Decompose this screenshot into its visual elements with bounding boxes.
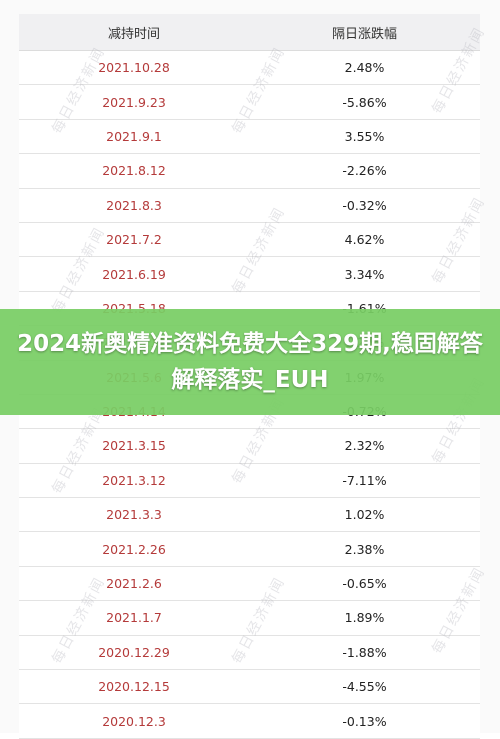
table-row: 2020.12.29 -1.88%	[19, 636, 480, 671]
date-cell: 2020.12.3	[102, 713, 166, 729]
table-header: 减持时间 隔日涨跌幅	[19, 14, 480, 51]
change-cell: 2.48%	[344, 60, 385, 76]
date-cell: 2021.2.6	[106, 576, 162, 592]
table-row: 2021.7.2 4.62%	[19, 223, 480, 258]
date-cell: 2021.6.19	[102, 266, 166, 282]
date-cell: 2021.9.1	[106, 128, 162, 144]
date-cell: 2021.2.26	[102, 541, 166, 557]
column-header-date: 减持时间	[107, 26, 160, 42]
change-cell: 2.38%	[344, 541, 385, 557]
table-row: 2021.2.6 -0.65%	[19, 567, 480, 602]
change-cell: 3.55%	[344, 128, 385, 144]
table-row: 2021.2.26 2.38%	[19, 532, 480, 567]
table-row: 2021.6.19 3.34%	[19, 257, 480, 292]
headline-banner[interactable]: 2024新奥精准资料免费大全329期,稳固解答解释落实_EUH	[0, 309, 500, 415]
table-row: 2021.8.3 -0.32%	[19, 189, 480, 223]
table-row: 2021.8.12 -2.26%	[19, 154, 480, 189]
change-cell: 3.34%	[344, 266, 385, 282]
change-cell: -1.88%	[342, 644, 387, 660]
date-cell: 2021.1.7	[106, 610, 162, 626]
change-cell: -2.26%	[342, 163, 387, 179]
change-cell: 2.32%	[344, 438, 385, 454]
change-cell: 1.89%	[344, 610, 385, 626]
table-row: 2021.3.15 2.32%	[19, 429, 480, 464]
date-cell: 2021.8.3	[106, 197, 162, 213]
date-cell: 2021.10.28	[98, 60, 170, 76]
table-row: 2020.12.15 -4.55%	[19, 670, 480, 705]
date-cell: 2021.9.23	[102, 94, 166, 110]
change-cell: 4.62%	[344, 232, 385, 248]
change-cell: 1.02%	[344, 507, 385, 523]
date-cell: 2021.7.2	[106, 232, 162, 248]
change-cell: -5.86%	[342, 94, 387, 110]
date-cell: 2021.3.3	[106, 507, 162, 523]
date-cell: 2021.8.12	[102, 163, 166, 179]
table-row: 2021.10.28 2.48%	[19, 51, 480, 86]
column-header-change: 隔日涨跌幅	[331, 26, 397, 42]
table-row: 2021.1.7 1.89%	[19, 601, 480, 636]
table-row: 2021.3.12 -7.11%	[19, 464, 480, 499]
table-row: 2021.9.23 -5.86%	[19, 85, 480, 120]
change-cell: -0.65%	[342, 576, 387, 592]
table-row: 2021.3.3 1.02%	[19, 498, 480, 533]
date-cell: 2021.3.15	[102, 438, 166, 454]
change-cell: -0.32%	[342, 197, 387, 213]
change-cell: -4.55%	[342, 679, 387, 695]
change-cell: -0.13%	[342, 713, 387, 729]
date-cell: 2020.12.15	[98, 679, 170, 695]
table-row: 2020.12.3 -0.13%	[19, 704, 480, 739]
change-cell: -7.11%	[342, 472, 387, 488]
banner-title: 2024新奥精准资料免费大全329期,稳固解答解释落实_EUH	[17, 331, 483, 393]
date-cell: 2020.12.29	[98, 644, 170, 660]
date-cell: 2021.3.12	[102, 472, 166, 488]
table-row: 2021.9.1 3.55%	[19, 120, 480, 155]
